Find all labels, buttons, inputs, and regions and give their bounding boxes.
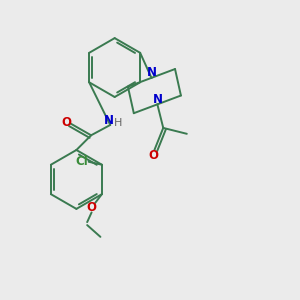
Text: H: H: [114, 118, 123, 128]
Text: O: O: [87, 201, 97, 214]
Text: O: O: [61, 116, 71, 128]
Text: N: N: [153, 93, 163, 106]
Text: N: N: [147, 66, 157, 79]
Text: O: O: [148, 149, 158, 162]
Text: Cl: Cl: [75, 155, 88, 168]
Text: N: N: [104, 114, 114, 127]
